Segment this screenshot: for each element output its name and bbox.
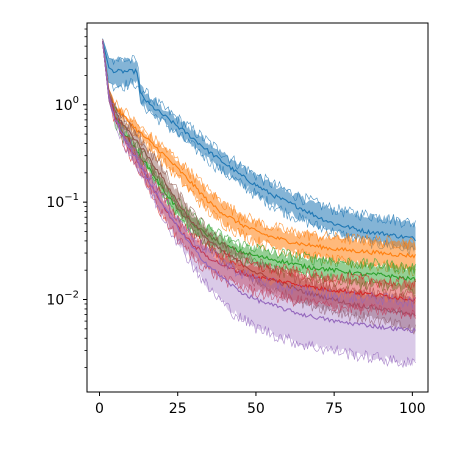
- series-2-line: [102, 41, 416, 259]
- series-3-band: [102, 39, 416, 295]
- y-axis: 100 10−1 10−2: [46, 28, 87, 368]
- x-tick-label: 50: [247, 401, 265, 417]
- series-4-line: [102, 41, 416, 318]
- plot-frame: [86, 22, 429, 393]
- series-4-lower-edge: [102, 43, 416, 335]
- x-tick-label: 75: [325, 401, 343, 417]
- series-6-lower-edge: [102, 43, 416, 369]
- x-tick-label: 0: [95, 401, 104, 417]
- series-5-band: [102, 39, 416, 318]
- series-layer: [102, 38, 417, 369]
- series-6-band: [102, 39, 416, 367]
- x-axis: 0 25 50 75 100: [95, 392, 426, 417]
- series-2-upper-edge: [102, 39, 416, 250]
- series-6: [102, 39, 416, 369]
- series-4-band: [102, 39, 416, 334]
- series-6-upper-edge: [102, 39, 416, 309]
- y-tick-label: 10−1: [46, 192, 79, 211]
- series-6-line: [102, 41, 416, 334]
- series-1-band: [102, 38, 416, 253]
- series-3: [102, 39, 417, 297]
- y-tick-label: 100: [55, 95, 79, 114]
- x-tick-label: 25: [169, 401, 187, 417]
- series-3-line: [102, 41, 417, 282]
- series-1-line: [102, 41, 416, 242]
- series-3-lower-edge: [102, 43, 416, 297]
- series-1-upper-edge: [102, 38, 416, 228]
- plot-background: [87, 23, 428, 392]
- y-tick-label: 10−2: [46, 290, 79, 309]
- series-5-upper-edge: [102, 39, 416, 291]
- x-tick-label: 100: [399, 401, 426, 417]
